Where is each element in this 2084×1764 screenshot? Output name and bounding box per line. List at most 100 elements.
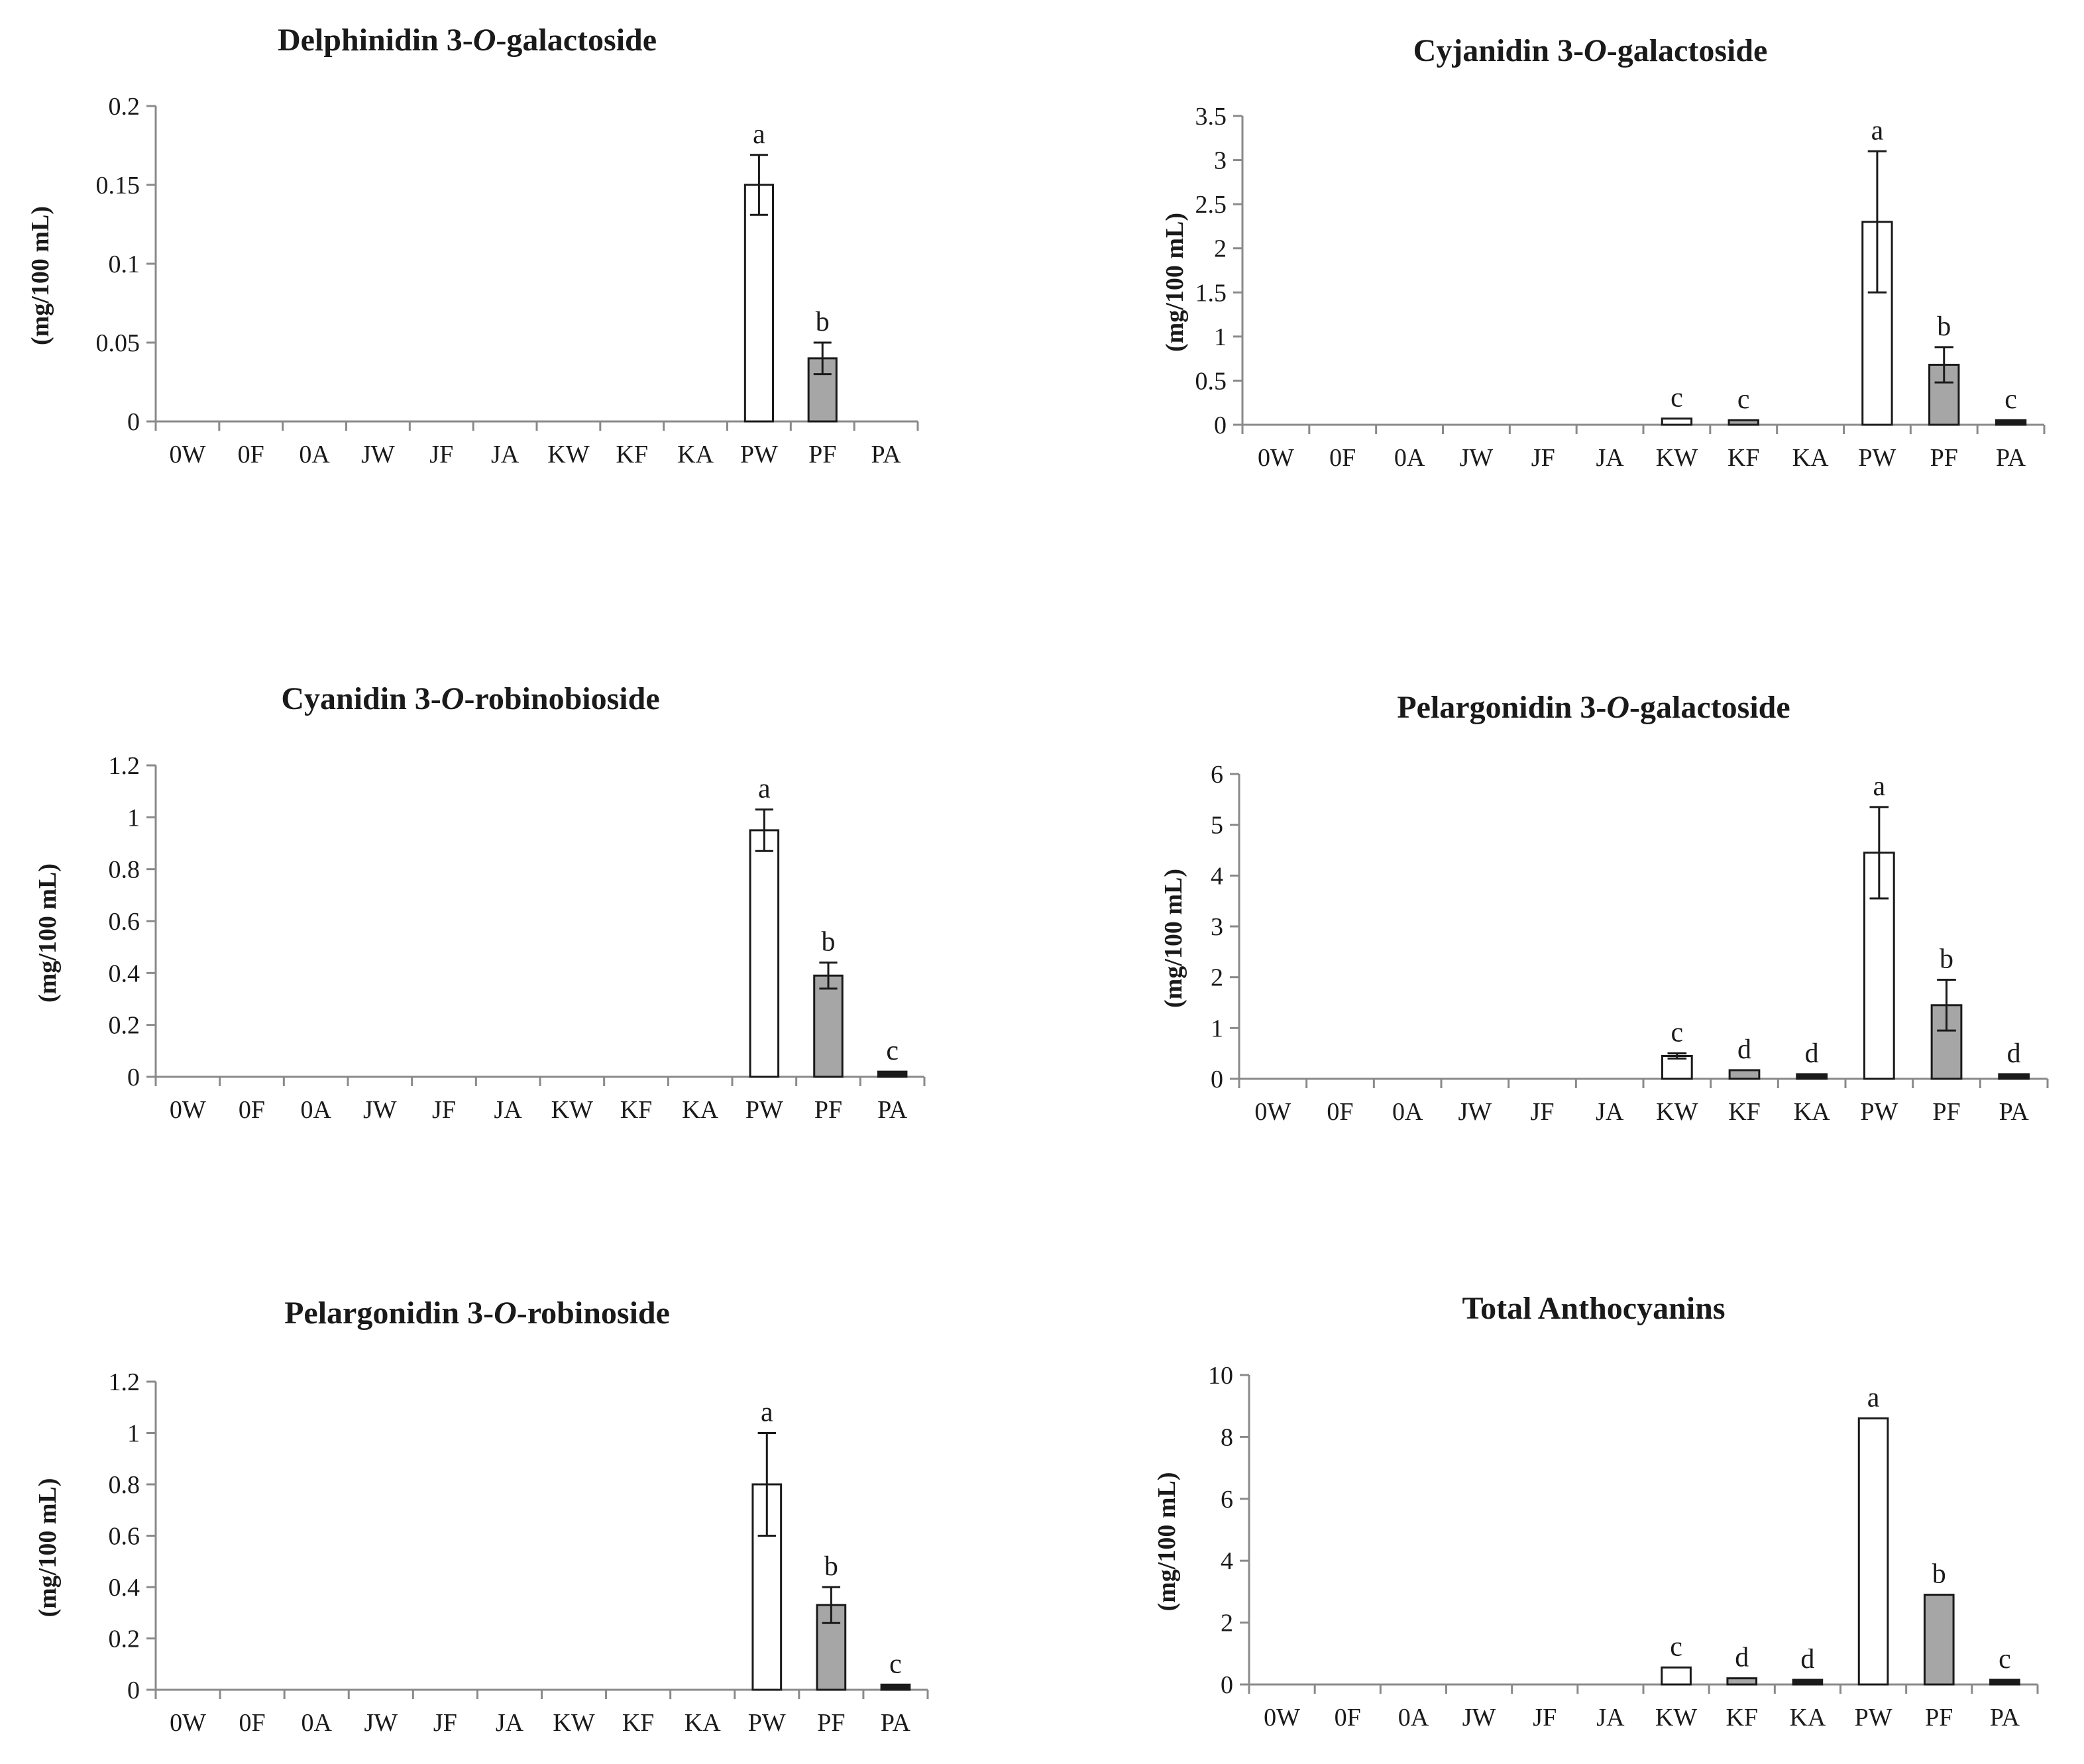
x-tick-label: JF [433, 1709, 457, 1737]
x-tick-label: 0A [300, 1096, 331, 1124]
x-tick-label: PA [1996, 444, 2026, 472]
x-tick-label: KW [1655, 1704, 1697, 1732]
x-tick-label: 0F [238, 441, 264, 469]
significance-label: c [1671, 383, 1683, 413]
y-tick-label: 0 [127, 1677, 140, 1704]
y-tick-label: 0 [127, 1064, 140, 1091]
x-tick-label: JA [491, 441, 520, 469]
x-tick-label: KA [1794, 1098, 1830, 1126]
y-tick-label: 0.6 [109, 1523, 140, 1551]
significance-label: a [753, 119, 765, 150]
y-tick-label: 1.2 [109, 1368, 140, 1396]
chart-title: Cyjanidin 3-O-galactoside [1413, 33, 1768, 68]
x-tick-label: KW [1656, 1098, 1698, 1126]
x-tick-label: PW [1855, 1704, 1892, 1732]
y-axis-label: (mg/100 mL) [1161, 213, 1189, 352]
y-tick-label: 4 [1211, 862, 1223, 890]
x-tick-label: 0A [1398, 1704, 1429, 1732]
x-tick-label: KF [616, 441, 648, 469]
x-tick-label: PW [748, 1709, 786, 1737]
chart-panel-5: Pelargonidin 3-O-robinoside (mg/100 mL) 0 0… [34, 1295, 929, 1737]
x-tick-label: JA [1596, 444, 1624, 472]
chart-title: Total Anthocyanins [1462, 1291, 1725, 1326]
bar-ka [1792, 1679, 1824, 1686]
x-tick-label: KF [1728, 1098, 1761, 1126]
x-tick-label: 0A [299, 441, 330, 469]
chart-title-part: O [441, 681, 465, 716]
y-tick-label: 6 [1211, 761, 1223, 789]
x-tick-label: JA [494, 1096, 523, 1124]
significance-label: d [2007, 1038, 2021, 1069]
chart-title-part: O [494, 1295, 517, 1331]
chart-title-part: Cyjanidin 3- [1413, 33, 1584, 68]
x-tick-label: PF [814, 1096, 842, 1124]
x-tick-label: JW [363, 1096, 397, 1124]
y-tick-label: 0.6 [109, 908, 140, 936]
x-tick-label: 0W [1258, 444, 1294, 472]
x-tick-label: JF [1531, 444, 1555, 472]
x-tick-label: JA [1596, 1098, 1624, 1126]
x-tick-label: KW [1656, 444, 1698, 472]
significance-label: b [1932, 1559, 1946, 1590]
x-tick-label: 0A [1394, 444, 1425, 472]
significance-label: a [1867, 1382, 1880, 1413]
y-tick-label: 0 [1221, 1671, 1233, 1699]
x-tick-label: JW [1460, 444, 1494, 472]
significance-label: d [1800, 1644, 1814, 1675]
y-tick-label: 0.8 [109, 856, 140, 884]
y-tick-label: 0.15 [96, 172, 140, 199]
significance-label: a [1873, 771, 1886, 802]
bar-kf [1728, 1069, 1761, 1080]
y-tick-label: 0.4 [109, 1574, 140, 1602]
y-axis-label: (mg/100 mL) [1160, 869, 1187, 1008]
chart-title-part: Pelargonidin 3- [1397, 690, 1606, 725]
chart-title-part: -robinobioside [464, 681, 659, 716]
x-tick-label: PF [1925, 1704, 1953, 1732]
bar-pa [1998, 1073, 2030, 1080]
x-tick-label: KW [551, 1096, 593, 1124]
x-tick-label: PF [808, 441, 836, 469]
chart-title: Pelargonidin 3-O-galactoside [1397, 690, 1790, 725]
y-axis-label: (mg/100 mL) [27, 206, 54, 345]
x-tick-label: PA [881, 1709, 911, 1737]
y-tick-label: 0.5 [1195, 367, 1227, 395]
bar-pw [749, 829, 780, 1078]
bar-pa [880, 1683, 911, 1691]
x-tick-label: 0W [169, 441, 205, 469]
y-tick-label: 0 [1211, 1066, 1223, 1093]
x-tick-label: 0F [239, 1709, 266, 1737]
x-tick-label: JF [1533, 1704, 1557, 1732]
significance-label: c [1670, 1631, 1682, 1662]
x-tick-label: PW [740, 441, 778, 469]
y-tick-label: 0 [127, 408, 140, 436]
x-tick-label: JW [364, 1709, 398, 1737]
x-tick-label: 0F [1329, 444, 1356, 472]
chart-title: Cyanidin 3-O-robinobioside [281, 681, 659, 716]
y-tick-label: 0.8 [109, 1471, 140, 1499]
x-tick-label: PF [1932, 1098, 1960, 1126]
y-tick-label: 1 [127, 804, 140, 832]
bar-pf [1923, 1594, 1955, 1686]
significance-label: c [1737, 384, 1750, 415]
y-tick-label: 1 [1214, 323, 1227, 351]
y-tick-label: 0.05 [96, 329, 140, 357]
chart-panel-6: Total Anthocyanins (mg/100 mL) 0 2 4 6 8 10 0W 0F… [1153, 1291, 2039, 1732]
x-tick-label: 0W [1264, 1704, 1300, 1732]
x-tick-label: KF [620, 1096, 653, 1124]
chart-title-part: O [473, 23, 496, 58]
chart-panel-2: Cyjanidin 3-O-galactoside (mg/100 mL) 0 0.5… [1161, 33, 2046, 472]
x-tick-label: PA [877, 1096, 908, 1124]
bar-pw [743, 184, 775, 423]
significance-label: b [816, 307, 830, 337]
x-tick-label: KA [682, 1096, 718, 1124]
x-tick-label: 0A [1392, 1098, 1423, 1126]
y-tick-label: 3.5 [1195, 103, 1227, 131]
y-tick-label: 3 [1214, 147, 1227, 175]
chart-title-part: Total Anthocyanins [1462, 1291, 1725, 1326]
x-tick-label: 0F [1327, 1098, 1353, 1126]
y-tick-label: 1.2 [109, 752, 140, 780]
x-tick-label: KF [1726, 1704, 1758, 1732]
x-tick-label: 0A [301, 1709, 332, 1737]
x-tick-label: JA [496, 1709, 524, 1737]
